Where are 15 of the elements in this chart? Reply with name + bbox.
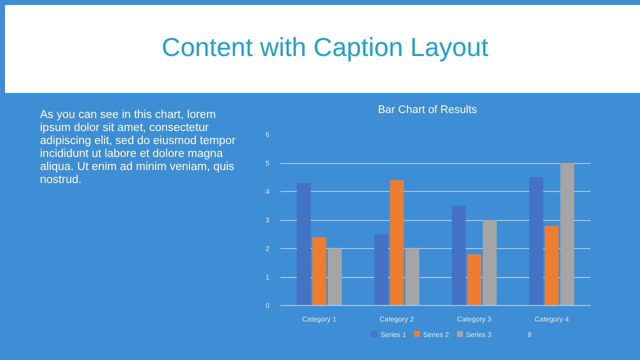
bar <box>482 220 497 306</box>
chart-subtitle: Content with Caption Layout <box>162 31 488 64</box>
bar <box>328 248 342 306</box>
bar <box>296 182 311 306</box>
chart-title: Bar Chart of Results <box>378 103 478 118</box>
bar <box>452 206 466 306</box>
bar <box>312 237 326 306</box>
bar <box>544 226 559 306</box>
bar <box>405 248 420 306</box>
bar <box>560 163 574 306</box>
bar <box>390 180 404 306</box>
text: As you can see in this chart, lorem ipsum dolor sit amet, consectetur adipiscing elit, sed do eiusmod tempor incididunt ut labore et dolore magna aliqua. Ut enim ad minim veniam, quis nostrud. <box>40 109 237 187</box>
bar <box>467 254 482 306</box>
bar <box>374 234 388 306</box>
bar <box>529 177 544 306</box>
